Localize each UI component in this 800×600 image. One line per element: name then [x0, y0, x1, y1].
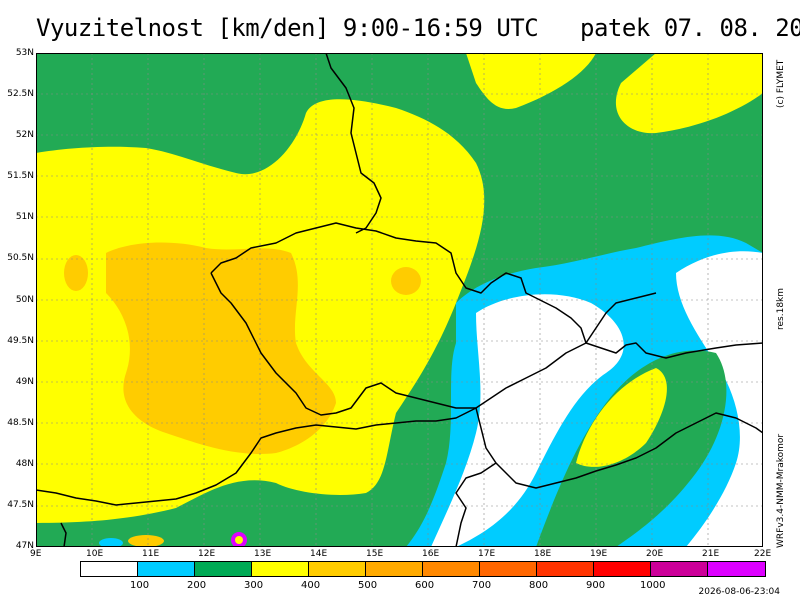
legend-swatch — [138, 562, 195, 576]
field-orange-spot — [391, 267, 421, 295]
lon-label: 18E — [534, 549, 552, 559]
lon-label: 21E — [702, 549, 720, 559]
color-legend — [80, 561, 766, 577]
lon-label: 20E — [646, 549, 664, 559]
border-slovenia — [455, 462, 497, 547]
lat-label: 49.5N — [7, 336, 34, 346]
lat-label: 47N — [15, 541, 34, 551]
lon-label: 9E — [30, 549, 42, 559]
lon-label: 16E — [422, 549, 440, 559]
field-orange-center — [106, 242, 336, 454]
legend-swatch — [423, 562, 480, 576]
map-title: Vyuzitelnost [km/den] 9:00-16:59 UTC pat… — [36, 14, 800, 42]
legend-label: 200 — [187, 580, 207, 591]
legend-swatch — [81, 562, 138, 576]
field-hotspot-orange — [128, 535, 164, 547]
border-austria-south — [36, 407, 477, 506]
field-orange-spot-2 — [64, 255, 88, 291]
lon-label: 15E — [366, 549, 384, 559]
visibility-map — [36, 53, 763, 547]
field-white-far-east — [676, 251, 763, 547]
field-yellow-inner — [576, 368, 667, 467]
lat-label: 52N — [15, 130, 34, 140]
field-yellow-northeast — [615, 53, 763, 134]
lat-label: 50.5N — [7, 253, 34, 263]
border-switzerland — [60, 522, 67, 547]
lon-label: 13E — [254, 549, 272, 559]
legend-swatch — [594, 562, 651, 576]
border-cz-de-north — [325, 53, 382, 234]
lon-label: 17E — [478, 549, 496, 559]
lat-label: 47.5N — [7, 500, 34, 510]
lon-label: 10E — [86, 549, 104, 559]
legend-swatch — [195, 562, 252, 576]
copyright-label: (c) FLYMET — [776, 59, 786, 108]
lon-label: 12E — [198, 549, 216, 559]
legend-swatch — [651, 562, 708, 576]
lat-label: 51N — [15, 212, 34, 222]
graticule — [36, 53, 763, 547]
legend-swatch — [480, 562, 537, 576]
legend-swatch — [366, 562, 423, 576]
lon-label: 11E — [142, 549, 160, 559]
legend-label: 900 — [586, 580, 606, 591]
field-hotspot-cyan — [99, 538, 123, 547]
legend-label: 1000 — [640, 580, 666, 591]
timestamp-label: 2026-08-06-23:04 — [698, 587, 781, 597]
lat-label: 49N — [15, 377, 34, 387]
lon-label: 22E — [754, 549, 772, 559]
field-hotspot-yellow — [235, 536, 243, 544]
legend-label: 800 — [529, 580, 549, 591]
lon-label: 14E — [310, 549, 328, 559]
legend-label: 600 — [415, 580, 435, 591]
legend-label: 300 — [244, 580, 264, 591]
lat-label: 53N — [15, 48, 34, 58]
lat-label: 52.5N — [7, 89, 34, 99]
legend-swatch — [309, 562, 366, 576]
lon-label: 19E — [590, 549, 608, 559]
model-label: WRFv3.4-NMM-Mrakomor — [776, 433, 786, 548]
legend-swatch — [708, 562, 765, 576]
legend-label: 700 — [472, 580, 492, 591]
resolution-label: res.18km — [776, 287, 786, 330]
lat-label: 48N — [15, 459, 34, 469]
field-white-east — [431, 294, 624, 547]
legend-swatch — [537, 562, 594, 576]
field-yellow-north — [466, 53, 596, 109]
country-borders — [36, 53, 763, 547]
legend-label: 100 — [130, 580, 150, 591]
map-frame — [36, 53, 763, 547]
lat-label: 50N — [15, 295, 34, 305]
border-czech-republic — [210, 222, 587, 344]
border-poland-east — [585, 292, 657, 344]
legend-swatch — [252, 562, 309, 576]
border-slovakia — [475, 342, 763, 409]
border-cz-austria — [210, 272, 476, 416]
legend-label: 500 — [358, 580, 378, 591]
legend-label: 400 — [301, 580, 321, 591]
lat-label: 48.5N — [7, 418, 34, 428]
lat-label: 51.5N — [7, 171, 34, 181]
